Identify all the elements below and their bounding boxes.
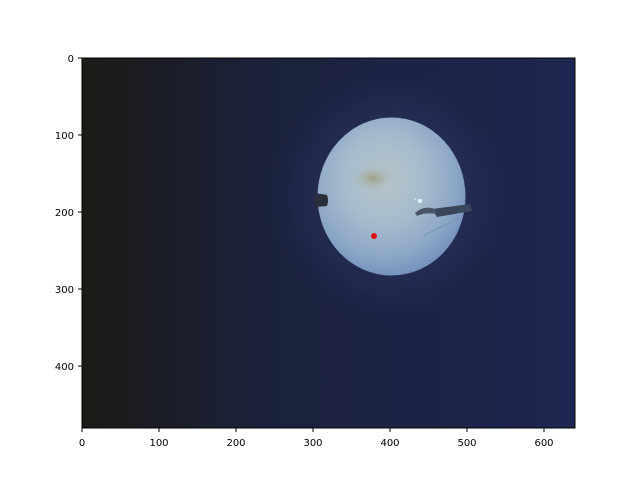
y-tick-label-300: 300 [55,285,74,296]
y-tick-label-200: 200 [55,208,74,219]
y-tick-label-100: 100 [55,131,74,142]
x-tick-label-0: 0 [79,438,85,449]
right-instrument-tip [415,207,436,216]
x-tick-label-300: 300 [303,438,322,449]
left-instrument [315,193,328,207]
image-area [82,58,575,428]
y-axis: 0 100 200 300 400 [55,54,82,373]
instrument-glint-small [414,198,416,200]
y-tick-label-400: 400 [55,362,74,373]
axes-frame [81,57,576,429]
x-axis: 0 100 200 300 400 500 600 [79,428,554,449]
right-instrument-shaft [432,204,472,217]
y-tick-label-0: 0 [68,54,74,65]
red-marker-point [371,233,377,239]
fundus-disc [317,117,466,276]
x-tick-label-500: 500 [457,438,476,449]
x-tick-label-200: 200 [226,438,245,449]
x-tick-label-400: 400 [380,438,399,449]
x-tick-label-600: 600 [534,438,553,449]
instrument-glint [418,199,422,203]
macula-spot [351,164,395,192]
vessel-line [423,221,453,237]
x-tick-label-100: 100 [149,438,168,449]
